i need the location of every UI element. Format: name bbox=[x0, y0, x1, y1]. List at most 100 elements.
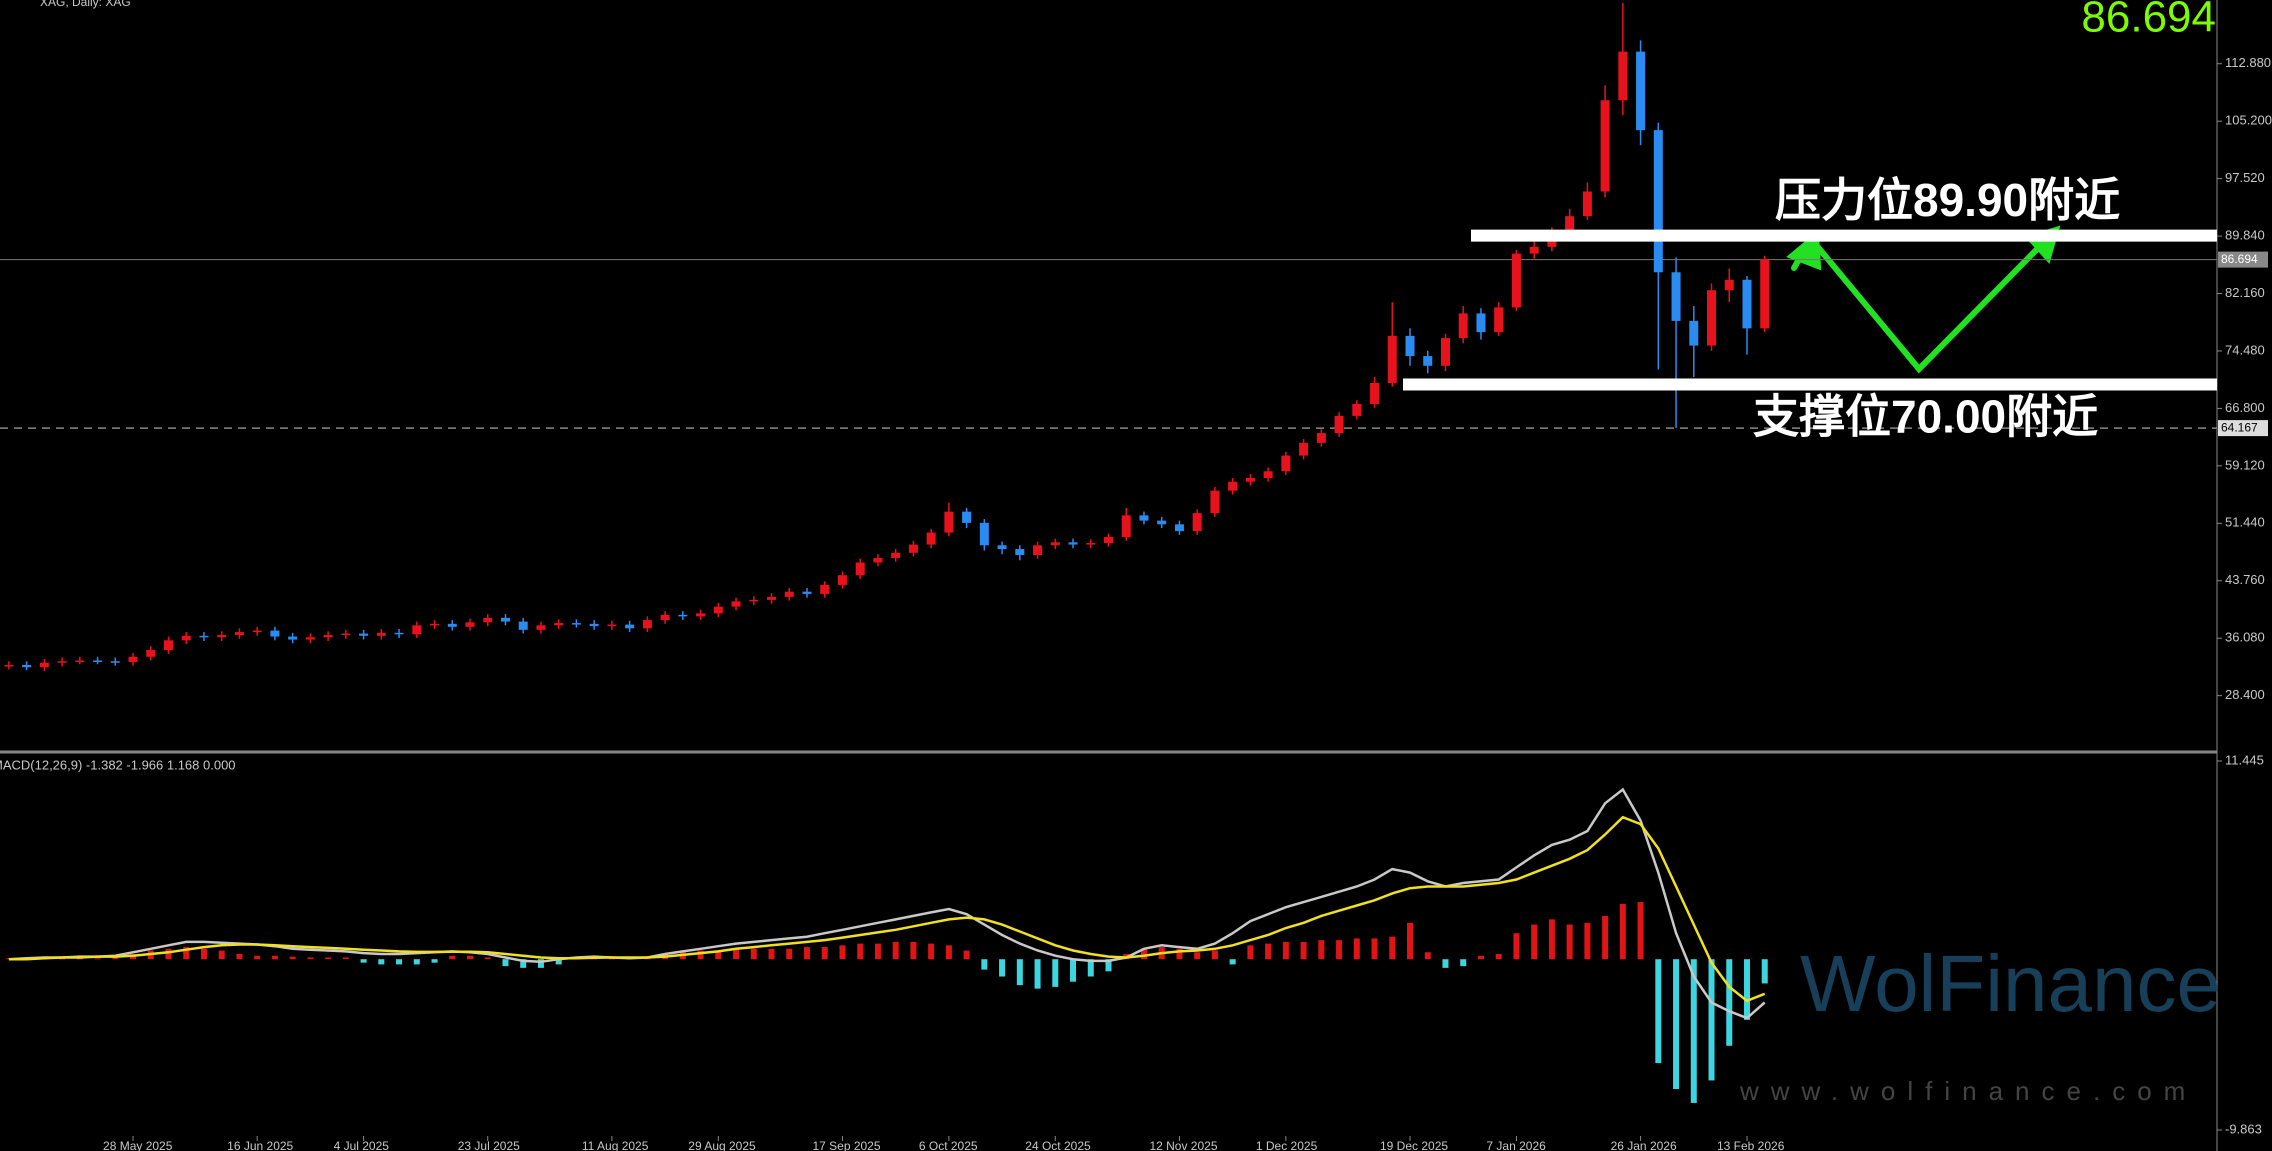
candle-body bbox=[1352, 403, 1362, 416]
histogram-bar bbox=[715, 950, 722, 960]
price-tag bbox=[2218, 251, 2268, 268]
x-tick-label: 16 Jun 2025 bbox=[227, 1139, 293, 1151]
y-tick-label: 89.840 bbox=[2225, 228, 2265, 243]
histogram-bar bbox=[254, 955, 261, 960]
price-tag-label: 64.167 bbox=[2221, 420, 2258, 434]
candle-body bbox=[465, 622, 475, 627]
candle-body bbox=[1458, 313, 1468, 339]
candle-body bbox=[713, 606, 723, 614]
histogram-bar bbox=[821, 947, 828, 960]
histogram-bar bbox=[1743, 959, 1750, 1020]
candle-body bbox=[163, 640, 173, 651]
candle-body bbox=[1015, 549, 1025, 556]
histogram-bar bbox=[1070, 959, 1077, 982]
histogram-bar bbox=[1371, 938, 1378, 960]
histogram-bar bbox=[750, 948, 757, 960]
candle-body bbox=[430, 623, 440, 626]
candle-body bbox=[1760, 259, 1770, 329]
candle-body bbox=[1316, 433, 1326, 443]
candle-body bbox=[660, 614, 670, 621]
y-tick-label: -9.863 bbox=[2225, 1121, 2262, 1136]
histogram-bar bbox=[325, 957, 332, 960]
candle-body bbox=[4, 664, 14, 667]
histogram-bar bbox=[112, 957, 119, 960]
candle-body bbox=[1139, 515, 1149, 521]
histogram-bar bbox=[1673, 959, 1680, 1090]
histogram-bar bbox=[697, 950, 704, 960]
candle-body bbox=[571, 623, 581, 625]
histogram-bar bbox=[999, 959, 1006, 977]
y-tick-label: 36.080 bbox=[2225, 630, 2265, 645]
histogram-bar bbox=[449, 955, 456, 960]
histogram-bar bbox=[5, 958, 12, 960]
histogram-bar bbox=[59, 958, 66, 960]
histogram-bar bbox=[1584, 922, 1591, 960]
candle-body bbox=[1529, 246, 1539, 254]
x-tick-label: 23 Jul 2025 bbox=[458, 1139, 520, 1151]
x-tick-label: 17 Sep 2025 bbox=[812, 1139, 880, 1151]
histogram-bar bbox=[1282, 941, 1289, 960]
x-tick-label: 28 May 2025 bbox=[103, 1139, 173, 1151]
candle-body bbox=[1582, 191, 1592, 217]
x-tick-label: 13 Feb 2026 bbox=[1717, 1139, 1785, 1151]
histogram-bar bbox=[1016, 959, 1023, 986]
candle-body bbox=[1707, 290, 1717, 346]
price-tag-label: 86.694 bbox=[2221, 252, 2258, 266]
candle-body bbox=[376, 632, 386, 636]
histogram-bar bbox=[857, 943, 864, 960]
candle-body bbox=[1671, 272, 1681, 321]
candle-body bbox=[1299, 442, 1309, 456]
candle-body bbox=[536, 625, 546, 630]
candle-body bbox=[554, 623, 564, 626]
candle-body bbox=[57, 661, 67, 663]
candle-body bbox=[252, 630, 262, 633]
histogram-bar bbox=[803, 947, 810, 960]
histogram-bar bbox=[874, 943, 881, 960]
watermark-url: www.wolfinance.com bbox=[1739, 1076, 2197, 1106]
y-tick-label: 66.800 bbox=[2225, 400, 2265, 415]
histogram-bar bbox=[1690, 959, 1697, 1103]
candle-body bbox=[837, 575, 847, 585]
histogram-bar bbox=[342, 957, 349, 960]
x-tick-label: 7 Jan 2026 bbox=[1486, 1139, 1546, 1151]
x-tick-label: 12 Nov 2025 bbox=[1149, 1139, 1217, 1151]
histogram-bar bbox=[910, 941, 917, 960]
arrow bbox=[1809, 233, 2053, 374]
y-tick-label: 82.160 bbox=[2225, 285, 2265, 300]
candle-body bbox=[1636, 51, 1646, 131]
histogram-bar bbox=[1424, 952, 1431, 960]
candle-body bbox=[731, 601, 741, 607]
candle-body bbox=[1494, 307, 1504, 333]
candle-body bbox=[855, 562, 865, 576]
arrow-head bbox=[1786, 229, 1822, 271]
histogram-bar bbox=[1087, 959, 1094, 977]
candle-body bbox=[1565, 216, 1575, 234]
histogram-bar bbox=[1531, 924, 1538, 960]
candle-body bbox=[962, 511, 972, 523]
histogram-bar bbox=[1336, 940, 1343, 960]
histogram-bar bbox=[1513, 933, 1520, 960]
histogram-bar bbox=[484, 957, 491, 960]
histogram-bar bbox=[236, 954, 243, 960]
candle-body bbox=[1263, 471, 1273, 478]
y-tick-label: 11.445 bbox=[2225, 752, 2264, 767]
candle-body bbox=[341, 633, 351, 636]
y-tick-label: 105.200 bbox=[2225, 113, 2272, 128]
histogram-bar bbox=[289, 956, 296, 960]
candle-body bbox=[146, 650, 156, 657]
candle-body bbox=[181, 635, 191, 641]
candle-body bbox=[979, 522, 989, 546]
macd-line bbox=[8, 787, 1766, 1020]
histogram-bar bbox=[1477, 955, 1484, 960]
x-tick-label: 4 Jul 2025 bbox=[334, 1139, 390, 1151]
candle-body bbox=[128, 656, 138, 662]
y-tick-label: 59.120 bbox=[2225, 457, 2265, 472]
candle-body bbox=[1405, 335, 1415, 357]
candle-body bbox=[891, 552, 901, 559]
histogram-bar bbox=[360, 959, 367, 963]
histogram-bar bbox=[1353, 938, 1360, 960]
candle-body bbox=[784, 591, 794, 597]
candle-body bbox=[93, 660, 103, 662]
candle-body bbox=[1476, 313, 1486, 333]
